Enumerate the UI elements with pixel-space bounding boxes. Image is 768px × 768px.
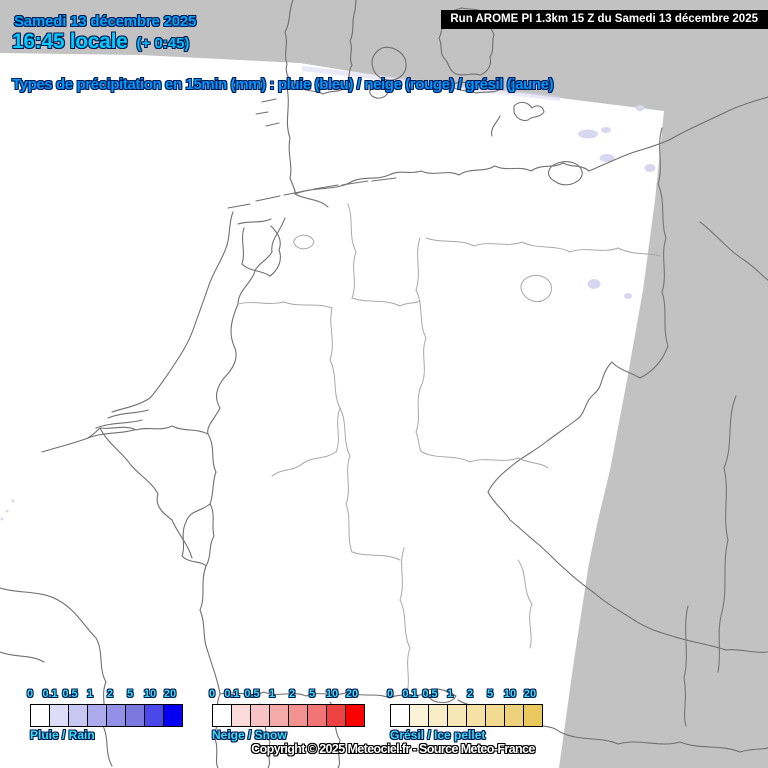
legend-snow-label: Neige / Snow bbox=[212, 728, 287, 742]
legend-rain: 0 0.1 0.5 1 2 5 10 20 Pluie / Rain bbox=[26, 688, 200, 742]
model-run-info-box: Run AROME PI 1.3km 15 Z du Samedi 13 déc… bbox=[441, 10, 768, 29]
legend-color-cell bbox=[466, 704, 486, 727]
legend-tick: 0.1 bbox=[402, 688, 418, 700]
legend-color-cell bbox=[125, 704, 145, 727]
legend-tick: 0.1 bbox=[224, 688, 240, 700]
legend-color-cell bbox=[106, 704, 126, 727]
legend-ice-ticks: 0 0.1 0.5 1 2 5 10 20 bbox=[386, 688, 560, 702]
legend-color-cell bbox=[87, 704, 107, 727]
legend-color-cell bbox=[485, 704, 505, 727]
legend-tick: 5 bbox=[126, 688, 134, 700]
legend-color-cell bbox=[144, 704, 164, 727]
legend-color-cell bbox=[163, 704, 183, 727]
date-title: Samedi 13 décembre 2025 bbox=[14, 13, 197, 30]
legend-color-cell bbox=[345, 704, 365, 727]
legend-color-cell bbox=[307, 704, 327, 727]
legend-color-cell bbox=[504, 704, 524, 727]
legend-rain-label: Pluie / Rain bbox=[30, 728, 95, 742]
legend-color-cell bbox=[288, 704, 308, 727]
legend-tick: 1 bbox=[86, 688, 94, 700]
legend-color-cell bbox=[49, 704, 69, 727]
legend-tick: 20 bbox=[345, 688, 359, 700]
legend-tick: 0 bbox=[386, 688, 394, 700]
legend-tick: 20 bbox=[163, 688, 177, 700]
legend-ice-pellet: 0 0.1 0.5 1 2 5 10 20 Grésil / Ice pellet bbox=[386, 688, 560, 742]
legend-color-cell bbox=[447, 704, 467, 727]
legend-rain-ticks: 0 0.1 0.5 1 2 5 10 20 bbox=[26, 688, 200, 702]
legend-color-cell bbox=[428, 704, 448, 727]
time-offset: (+ 0:45) bbox=[136, 35, 190, 52]
legend-tick: 0.5 bbox=[422, 688, 438, 700]
legend-color-cell bbox=[390, 704, 410, 727]
legend-tick: 2 bbox=[288, 688, 296, 700]
legend-tick: 0.1 bbox=[42, 688, 58, 700]
legend-tick: 0 bbox=[26, 688, 34, 700]
legend-color-cell bbox=[30, 704, 50, 727]
legend-color-cell bbox=[68, 704, 88, 727]
legend-color-cell bbox=[212, 704, 232, 727]
legend-color-cell bbox=[250, 704, 270, 727]
legend-color-cell bbox=[326, 704, 346, 727]
map-subtitle: Types de précipitation en 15min (mm) : p… bbox=[12, 76, 554, 93]
legend-tick: 10 bbox=[143, 688, 157, 700]
legend-tick: 5 bbox=[308, 688, 316, 700]
legend-tick: 0.5 bbox=[62, 688, 78, 700]
legend-tick: 10 bbox=[325, 688, 339, 700]
legend-color-cell bbox=[269, 704, 289, 727]
legend-snow-colorbar bbox=[212, 704, 382, 727]
legend-tick: 20 bbox=[523, 688, 537, 700]
local-time: 16:45 locale bbox=[12, 30, 128, 53]
legend-color-cell bbox=[523, 704, 543, 727]
legend-tick: 1 bbox=[446, 688, 454, 700]
time-title: 16:45 locale (+ 0:45) bbox=[12, 30, 189, 54]
legend-tick: 1 bbox=[268, 688, 276, 700]
state-borders bbox=[237, 203, 661, 697]
legend-tick: 5 bbox=[486, 688, 494, 700]
legend-tick: 0.5 bbox=[244, 688, 260, 700]
legend-tick: 0 bbox=[208, 688, 216, 700]
legend-snow-ticks: 0 0.1 0.5 1 2 5 10 20 bbox=[208, 688, 382, 702]
legend-color-cell bbox=[231, 704, 251, 727]
model-domain bbox=[0, 53, 664, 768]
legend-tick: 2 bbox=[466, 688, 474, 700]
precipitation-patches bbox=[0, 66, 656, 521]
legend-rain-colorbar bbox=[30, 704, 200, 727]
legend-color-cell bbox=[409, 704, 429, 727]
copyright-notice: Copyright © 2025 Meteociel.fr - Source M… bbox=[251, 742, 535, 756]
legend-ice-label: Grésil / Ice pellet bbox=[390, 728, 486, 742]
legend-tick: 2 bbox=[106, 688, 114, 700]
legend-tick: 10 bbox=[503, 688, 517, 700]
legend-ice-colorbar bbox=[390, 704, 560, 727]
legend-snow: 0 0.1 0.5 1 2 5 10 20 Neige / Snow bbox=[208, 688, 382, 742]
